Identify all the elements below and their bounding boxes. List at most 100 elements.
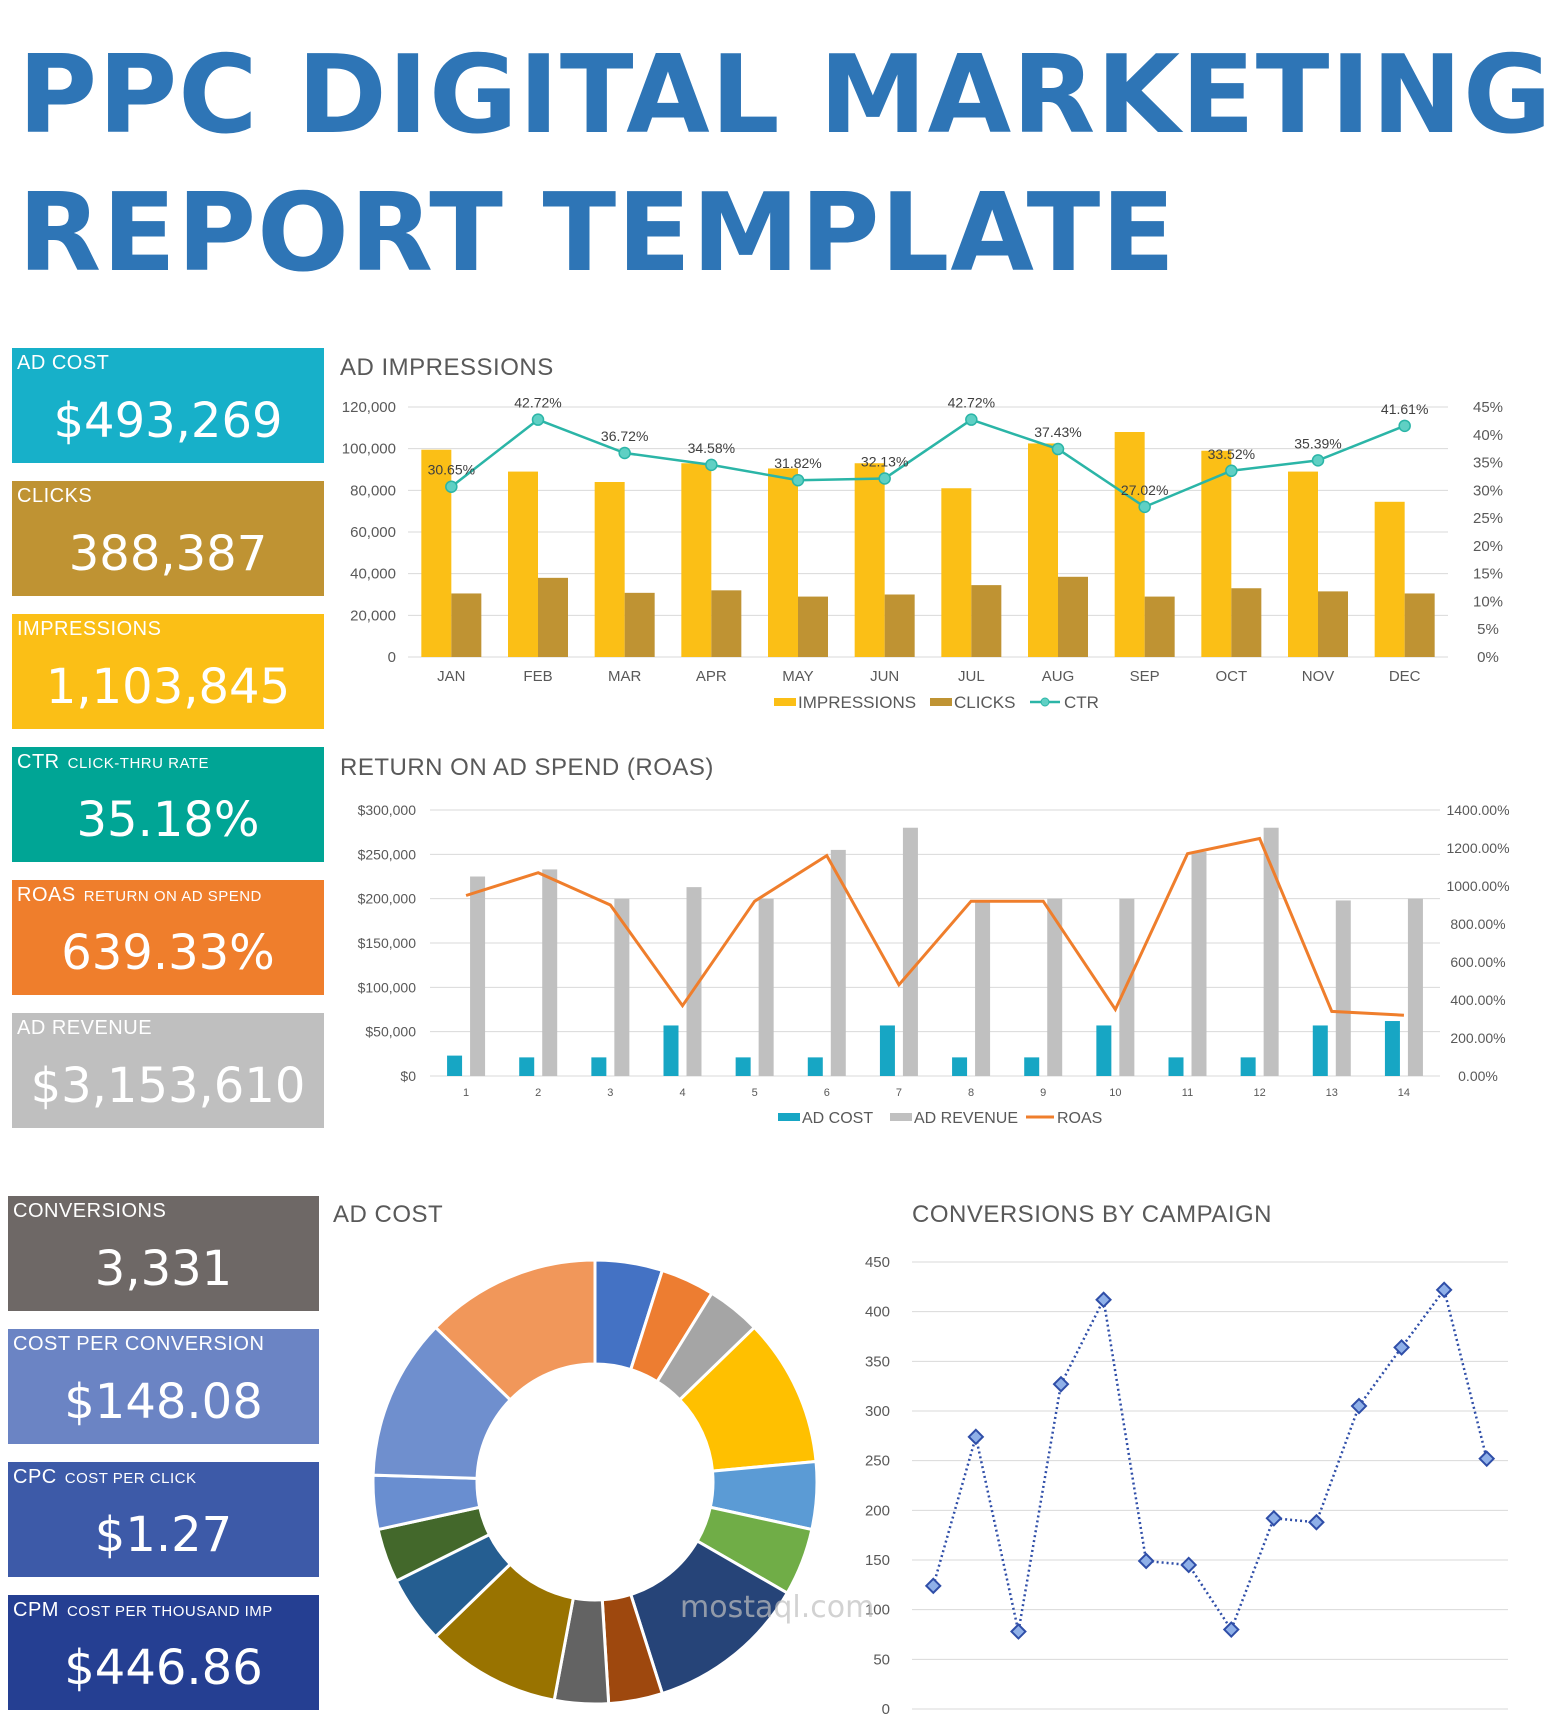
kpi-ad-revenue: AD REVENUE $3,153,610 [12,1013,324,1128]
y2-tick-label: 45% [1473,399,1503,416]
kpi-value: $446.86 [64,1640,263,1696]
kpi-value: 35.18% [76,792,260,848]
bar-ad-cost [1096,1025,1112,1076]
x-tick-label: SEP [1130,668,1160,685]
bar-ad-revenue [758,898,774,1076]
bar-clicks [1058,576,1088,657]
kpi-label: AD REVENUE [17,1017,153,1039]
bar-impressions [1374,501,1405,657]
kpi-ctr: CTR CLICK-THRU RATE 35.18% [12,747,324,862]
x-tick-label: 11 [1182,1087,1193,1099]
bar-clicks [1318,591,1348,657]
x-tick-label: 7 [896,1087,902,1099]
bar-clicks [1231,588,1262,657]
bar-ad-revenue [1407,898,1423,1076]
bar-ad-cost [952,1057,968,1076]
bar-clicks [798,596,828,657]
x-tick-label: DEC [1389,668,1421,685]
x-tick-label: 6 [824,1087,830,1099]
kpi-value: 3,331 [94,1241,233,1297]
y2-tick-label: 0.00% [1458,1068,1498,1084]
kpi-label: IMPRESSIONS [17,618,162,640]
ctr-point [618,446,631,460]
y-tick-label: 400 [865,1304,890,1321]
watermark: mostaql.com [680,1590,875,1625]
bar-clicks [451,593,482,657]
kpi-value: 1,103,845 [45,659,291,715]
y2-tick-label: 30% [1473,482,1503,499]
donut-slice [433,1258,597,1402]
conversions-point [924,1577,942,1595]
y2-tick-label: 25% [1473,510,1503,527]
conversions-point [1052,1375,1070,1393]
conversions-point [1350,1397,1368,1415]
chart-title-adcost: AD COST [333,1201,444,1228]
bar-ad-cost [879,1025,895,1076]
ctr-data-label: 34.58% [688,440,735,456]
y-tick-label: $50,000 [365,1024,416,1040]
kpi-ad-cost: AD COST $493,269 [12,348,324,463]
x-tick-label: 1 [463,1087,469,1099]
conversions-point [1265,1509,1283,1527]
conversions-point [967,1428,985,1446]
bar-ad-cost [807,1057,823,1076]
y2-tick-label: 1400.00% [1446,802,1509,818]
conversions-point [1095,1291,1112,1309]
y-tick-label: 250 [865,1453,890,1470]
kpi-value: $3,153,610 [30,1058,306,1114]
bar-clicks [884,594,915,657]
y-tick-label: $150,000 [358,935,417,951]
conversions-line-chart: 0 50 100 150 200 250 300 350 400 450 [865,1254,1508,1715]
chart-title-impressions: AD IMPRESSIONS [340,354,554,381]
y-tick-label: 200 [865,1502,890,1519]
bar-impressions [768,468,798,657]
bar-ad-cost [591,1057,607,1076]
legend-swatch-ad-cost [778,1113,800,1121]
ctr-data-label: 33.52% [1208,446,1255,462]
ctr-data-label: 42.72% [948,395,995,411]
x-tick-label: 5 [752,1087,758,1099]
y-tick-label: $250,000 [358,846,417,862]
ctr-data-label: 30.65% [428,462,475,478]
roas-line [465,836,1405,1017]
bar-clicks [1404,593,1435,657]
bar-ad-cost [1168,1057,1184,1076]
x-tick-label: OCT [1215,668,1247,685]
x-tick-label: JUL [958,668,985,685]
y-tick-label: 80,000 [350,482,396,499]
bar-impressions [854,463,885,657]
kpi-label: AD COST [17,352,110,374]
kpi-value: 388,387 [68,526,268,582]
x-tick-label: MAR [608,668,642,685]
bar-clicks [538,577,568,657]
x-tick-label: 9 [1040,1087,1046,1099]
x-tick-label: 4 [679,1087,685,1099]
x-tick-label: NOV [1302,668,1335,685]
ctr-point [1311,454,1325,467]
y2-tick-label: 10% [1473,593,1503,610]
x-tick-label: JUN [870,668,899,685]
x-tick-label: MAY [782,668,813,685]
ctr-point [1225,464,1238,478]
conversions-point [1222,1621,1240,1638]
y2-tick-label: 5% [1477,621,1499,638]
y-tick-label: $200,000 [358,891,417,907]
chart-title-conversions: CONVERSIONS BY CAMPAIGN [912,1201,1273,1228]
y2-tick-label: 0% [1477,649,1499,666]
y2-tick-label: 15% [1473,566,1503,583]
kpi-label: CTR CLICK-THRU RATE [17,751,210,773]
legend-label-ad-revenue: AD REVENUE [914,1110,1018,1127]
bar-ad-revenue [1263,827,1279,1076]
bar-ad-cost [663,1025,679,1076]
bar-impressions [1201,450,1232,657]
conversions-point [1308,1513,1325,1531]
ctr-data-label: 41.61% [1381,401,1428,417]
y-tick-label: 300 [865,1403,890,1420]
ctr-point [1398,419,1411,433]
kpi-conversions: CONVERSIONS 3,331 [8,1196,319,1311]
bar-impressions [1288,471,1318,657]
bar-clicks [1144,596,1175,657]
bar-ad-revenue [1191,851,1207,1076]
kpi-roas: ROAS RETURN ON AD SPEND 639.33% [12,880,324,995]
bar-ad-revenue [1047,898,1063,1076]
